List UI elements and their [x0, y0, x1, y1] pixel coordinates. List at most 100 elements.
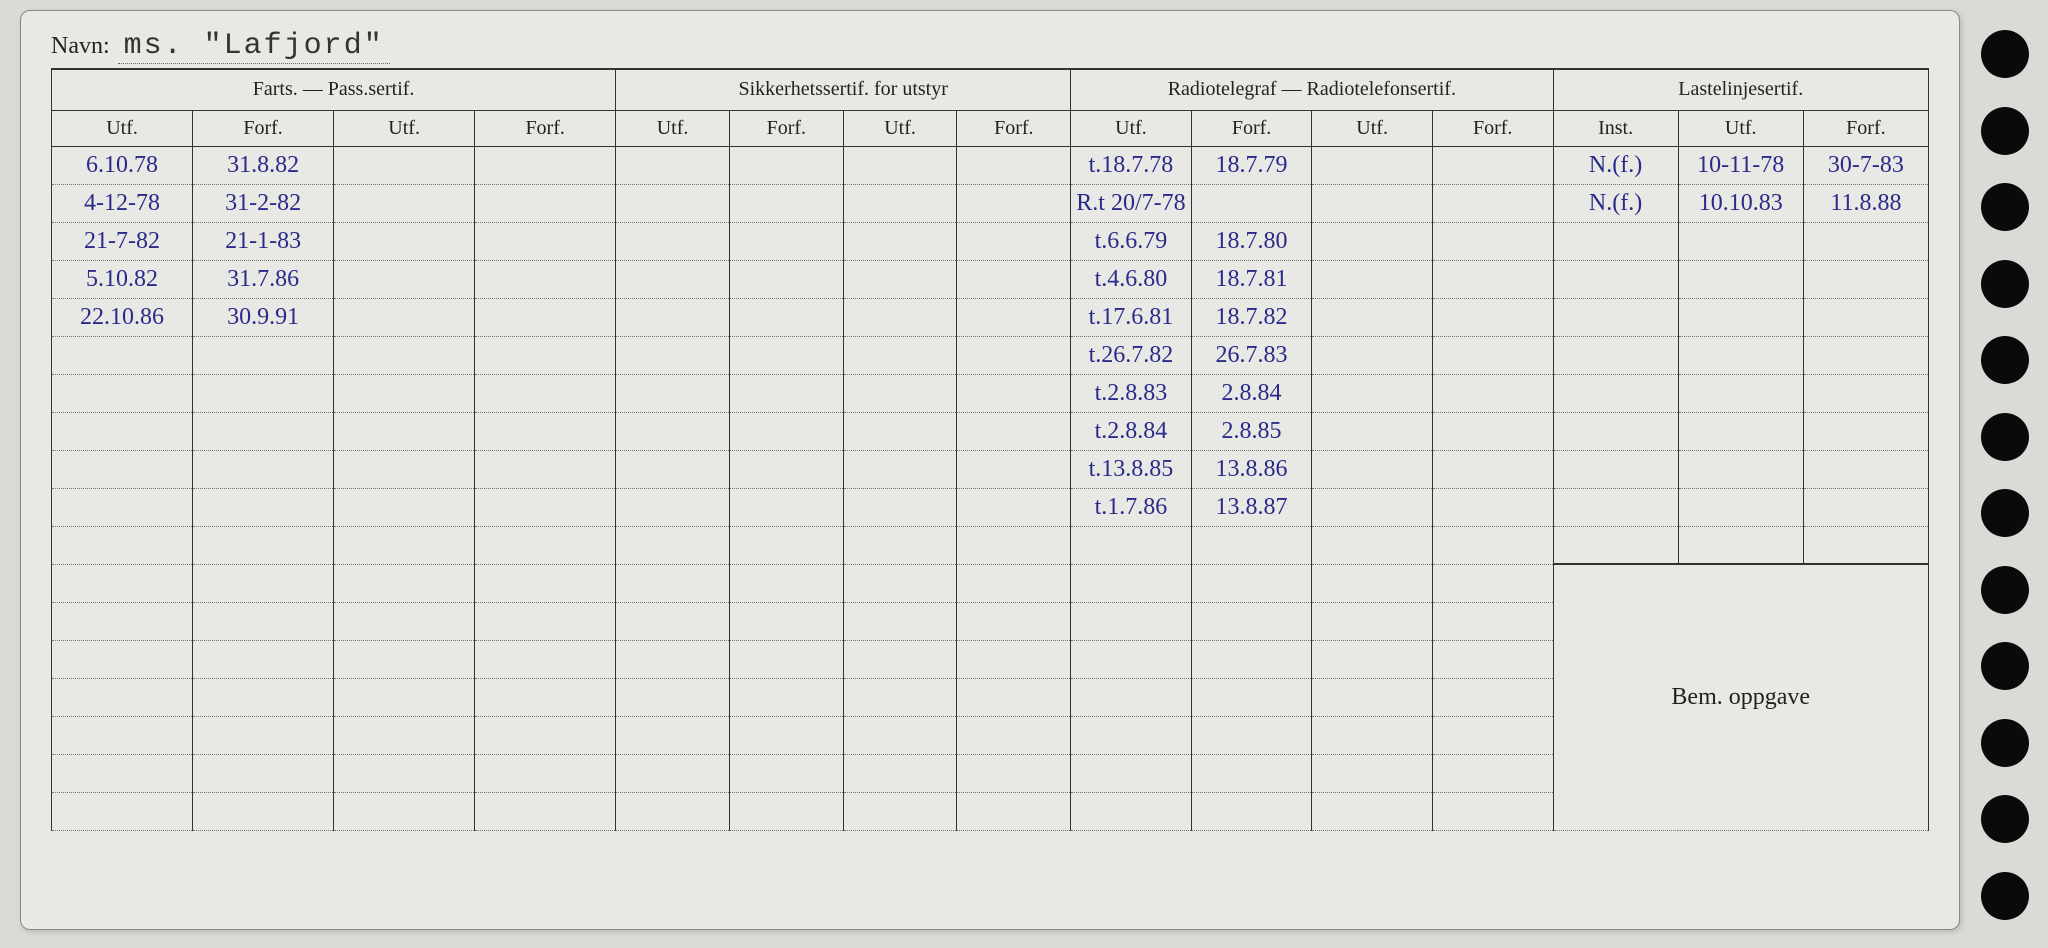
- cell: [1432, 602, 1553, 640]
- cell: [843, 222, 957, 260]
- cell: [729, 640, 843, 678]
- cell: [843, 792, 957, 830]
- cell: [1071, 716, 1192, 754]
- hdr-sikkerhet: Sikkerhetssertif. for utstyr: [616, 70, 1071, 110]
- cell: 13.8.87: [1191, 488, 1312, 526]
- cell: [52, 488, 193, 526]
- cell: [1803, 526, 1928, 564]
- hdr-radio: Radiotelegraf — Radiotelefonsertif.: [1071, 70, 1553, 110]
- cell: [475, 564, 616, 602]
- cell: [334, 450, 475, 488]
- table-row: t.2.8.842.8.85: [52, 412, 1929, 450]
- hdr-utf: Utf.: [616, 110, 730, 146]
- cell: [1312, 298, 1433, 336]
- cell: [193, 526, 334, 564]
- hdr-forf: Forf.: [957, 110, 1071, 146]
- cell: [334, 564, 475, 602]
- punch-holes: [1970, 30, 2040, 920]
- table-row: Bem. oppgave: [52, 564, 1929, 602]
- cell: [475, 678, 616, 716]
- cell: [52, 678, 193, 716]
- cell: [193, 450, 334, 488]
- cell: 10-11-78: [1678, 146, 1803, 184]
- cell: [52, 602, 193, 640]
- cell: [957, 526, 1071, 564]
- cell: [729, 488, 843, 526]
- cell: [475, 640, 616, 678]
- cell: [729, 336, 843, 374]
- cell: [1678, 526, 1803, 564]
- cell: [957, 640, 1071, 678]
- cell: [843, 602, 957, 640]
- cell: [475, 146, 616, 184]
- cell: [729, 526, 843, 564]
- cell: [843, 374, 957, 412]
- cell: [1312, 716, 1433, 754]
- cell: [52, 716, 193, 754]
- cell: [52, 792, 193, 830]
- cell: [1312, 602, 1433, 640]
- cell: 30.9.91: [193, 298, 334, 336]
- cell: [1312, 754, 1433, 792]
- cell: 11.8.88: [1803, 184, 1928, 222]
- cell: [729, 374, 843, 412]
- cell: t.13.8.85: [1071, 450, 1192, 488]
- cell: [1312, 222, 1433, 260]
- cell: [729, 298, 843, 336]
- cell: [1191, 754, 1312, 792]
- cell: [616, 526, 730, 564]
- hdr-farts: Farts. — Pass.sertif.: [52, 70, 616, 110]
- cell: [843, 412, 957, 450]
- cell: [52, 564, 193, 602]
- cell: [616, 222, 730, 260]
- cell: [1803, 260, 1928, 298]
- cell: [843, 526, 957, 564]
- cell: 13.8.86: [1191, 450, 1312, 488]
- cell: 31.7.86: [193, 260, 334, 298]
- cell: [1432, 260, 1553, 298]
- hdr-forf: Forf.: [475, 110, 616, 146]
- cell: [729, 678, 843, 716]
- cell: [1678, 488, 1803, 526]
- hdr-forf: Forf.: [1191, 110, 1312, 146]
- cell: [616, 412, 730, 450]
- cell: 2.8.85: [1191, 412, 1312, 450]
- cell: [616, 716, 730, 754]
- table-row: t.13.8.8513.8.86: [52, 450, 1929, 488]
- cell: [1803, 222, 1928, 260]
- cell: [334, 488, 475, 526]
- cell: t.17.6.81: [1071, 298, 1192, 336]
- cell: [1191, 564, 1312, 602]
- cell: [52, 336, 193, 374]
- cell: [475, 260, 616, 298]
- cell: [52, 450, 193, 488]
- cell: [1803, 412, 1928, 450]
- cell: [475, 792, 616, 830]
- cell: [475, 488, 616, 526]
- cell: [616, 678, 730, 716]
- cell: [475, 412, 616, 450]
- cell: [334, 374, 475, 412]
- cell: [1553, 260, 1678, 298]
- cell: [334, 260, 475, 298]
- cell: [843, 450, 957, 488]
- cell: [1678, 298, 1803, 336]
- cell: [1803, 374, 1928, 412]
- cell: [52, 412, 193, 450]
- cell: [1432, 526, 1553, 564]
- cell: [1312, 450, 1433, 488]
- cell: [843, 298, 957, 336]
- cell: [616, 146, 730, 184]
- cell: [1803, 298, 1928, 336]
- punch-hole: [1981, 872, 2029, 920]
- cell: [475, 602, 616, 640]
- navn-label: Navn:: [51, 33, 110, 60]
- cell: [334, 716, 475, 754]
- cell: 18.7.80: [1191, 222, 1312, 260]
- cell: [616, 564, 730, 602]
- cell: [843, 716, 957, 754]
- cell: [1432, 412, 1553, 450]
- cell: [1553, 298, 1678, 336]
- cell: [843, 184, 957, 222]
- cell: [616, 184, 730, 222]
